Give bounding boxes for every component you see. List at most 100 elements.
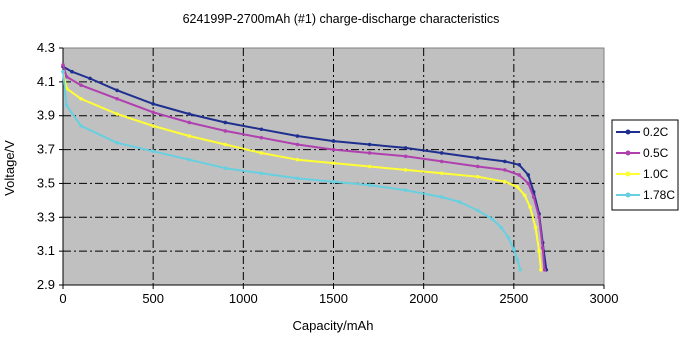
data-point-1.0C: [367, 164, 372, 169]
data-point-0.5C: [223, 129, 228, 133]
y-tick-label: 4.3: [37, 40, 55, 55]
data-point-1.78C: [512, 247, 516, 252]
data-point-1.78C: [61, 69, 65, 74]
legend-label: 0.5C: [643, 146, 669, 160]
axes: 2.9 3.1 3.3 3.5 3.7 3.9 4.1 4.3 0 500 1000 1500 2000…: [37, 40, 619, 306]
data-point-1.78C: [499, 225, 504, 230]
data-point-1.78C: [457, 200, 462, 204]
legend-label: 0.2C: [643, 125, 669, 139]
data-point-1.0C: [439, 171, 444, 176]
x-tick-label: 500: [142, 291, 164, 306]
data-point-0.5C: [526, 181, 531, 186]
data-point-0.5C: [61, 63, 65, 67]
data-point-1.0C: [515, 185, 520, 189]
x-tick-label: 2500: [499, 291, 528, 306]
data-point-0.2C: [151, 102, 155, 106]
data-point-0.2C: [223, 120, 228, 125]
data-point-0.2C: [367, 142, 372, 147]
y-tick-label: 3.9: [37, 108, 55, 123]
data-point-0.2C: [439, 151, 444, 155]
data-point-0.5C: [531, 195, 536, 199]
data-point-0.5C: [403, 154, 408, 159]
data-point-1.78C: [259, 171, 264, 176]
data-point-1.0C: [533, 225, 538, 230]
data-point-1.78C: [115, 141, 119, 145]
data-point-0.5C: [331, 147, 336, 152]
legend: 0.2C 0.5C 1.0C 1.78C: [611, 119, 679, 211]
data-point-1.0C: [537, 249, 541, 253]
data-point-0.2C: [88, 76, 92, 81]
data-point-0.5C: [64, 74, 69, 79]
data-point-1.78C: [79, 124, 83, 128]
data-point-0.5C: [503, 168, 507, 172]
data-point-0.2C: [403, 146, 408, 150]
data-point-1.78C: [518, 267, 522, 272]
data-point-1.0C: [539, 267, 543, 272]
x-tick-label: 1500: [319, 291, 348, 306]
data-point-1.78C: [151, 149, 155, 154]
y-tick-label: 4.1: [37, 74, 55, 89]
data-point-0.2C: [115, 88, 119, 93]
data-point-0.5C: [115, 96, 119, 101]
data-point-1.0C: [223, 142, 228, 147]
data-point-0.2C: [187, 112, 192, 116]
data-point-1.0C: [503, 179, 507, 184]
data-point-0.2C: [517, 163, 522, 167]
data-point-0.5C: [537, 215, 541, 220]
data-point-0.5C: [517, 173, 522, 177]
x-axis-label: Capacity/mAh: [293, 318, 374, 333]
data-point-1.78C: [515, 257, 520, 262]
data-point-1.0C: [528, 205, 532, 209]
data-point-0.5C: [259, 135, 264, 140]
data-point-0.2C: [475, 156, 480, 160]
data-point-0.5C: [187, 120, 192, 125]
legend-label: 1.78C: [643, 188, 675, 202]
legend-marker-1.78C: [625, 192, 631, 198]
data-point-1.0C: [115, 112, 119, 116]
data-point-1.78C: [331, 179, 336, 184]
x-tick-label: 3000: [590, 291, 619, 306]
data-point-1.0C: [151, 124, 155, 128]
data-point-1.78C: [295, 176, 300, 181]
data-point-1.78C: [223, 166, 228, 170]
data-point-1.0C: [79, 96, 83, 101]
data-point-1.78C: [403, 188, 408, 192]
data-point-1.0C: [295, 157, 300, 162]
data-point-1.78C: [490, 217, 494, 221]
data-point-1.78C: [506, 235, 511, 240]
legend-label: 1.0C: [643, 167, 669, 181]
data-point-0.2C: [331, 139, 336, 143]
data-point-0.2C: [295, 134, 300, 138]
data-point-0.2C: [503, 159, 507, 164]
data-point-1.0C: [187, 134, 192, 138]
y-tick-label: 3.1: [37, 243, 55, 258]
data-point-1.0C: [403, 168, 408, 172]
data-point-1.0C: [331, 161, 336, 165]
x-tick-label: 0: [59, 291, 66, 306]
y-tick-label: 3.7: [37, 142, 55, 157]
data-point-0.5C: [439, 159, 444, 164]
y-tick-label: 3.5: [37, 175, 55, 190]
data-point-0.5C: [295, 142, 300, 147]
legend-marker-0.5C: [625, 150, 631, 156]
data-point-1.0C: [522, 193, 527, 198]
legend-marker-0.2C: [625, 129, 631, 135]
data-point-1.78C: [64, 103, 69, 108]
data-point-1.0C: [259, 151, 264, 155]
data-point-0.5C: [79, 83, 83, 88]
chart-title: 624199P-2700mAh (#1) charge-discharge ch…: [183, 12, 500, 26]
series-lines: [61, 63, 549, 272]
y-axis-label: Voltage/V: [2, 140, 17, 196]
x-tick-label: 1000: [229, 291, 258, 306]
data-point-1.78C: [187, 157, 192, 162]
data-point-0.5C: [542, 267, 547, 272]
data-point-0.2C: [70, 69, 74, 74]
y-tick-label: 2.9: [37, 277, 55, 292]
data-point-0.5C: [475, 164, 480, 169]
x-tick-label: 2000: [409, 291, 438, 306]
data-point-0.5C: [151, 110, 155, 115]
data-point-1.78C: [475, 208, 480, 213]
y-tick-label: 3.3: [37, 209, 55, 224]
legend-marker-1.0C: [625, 171, 631, 177]
